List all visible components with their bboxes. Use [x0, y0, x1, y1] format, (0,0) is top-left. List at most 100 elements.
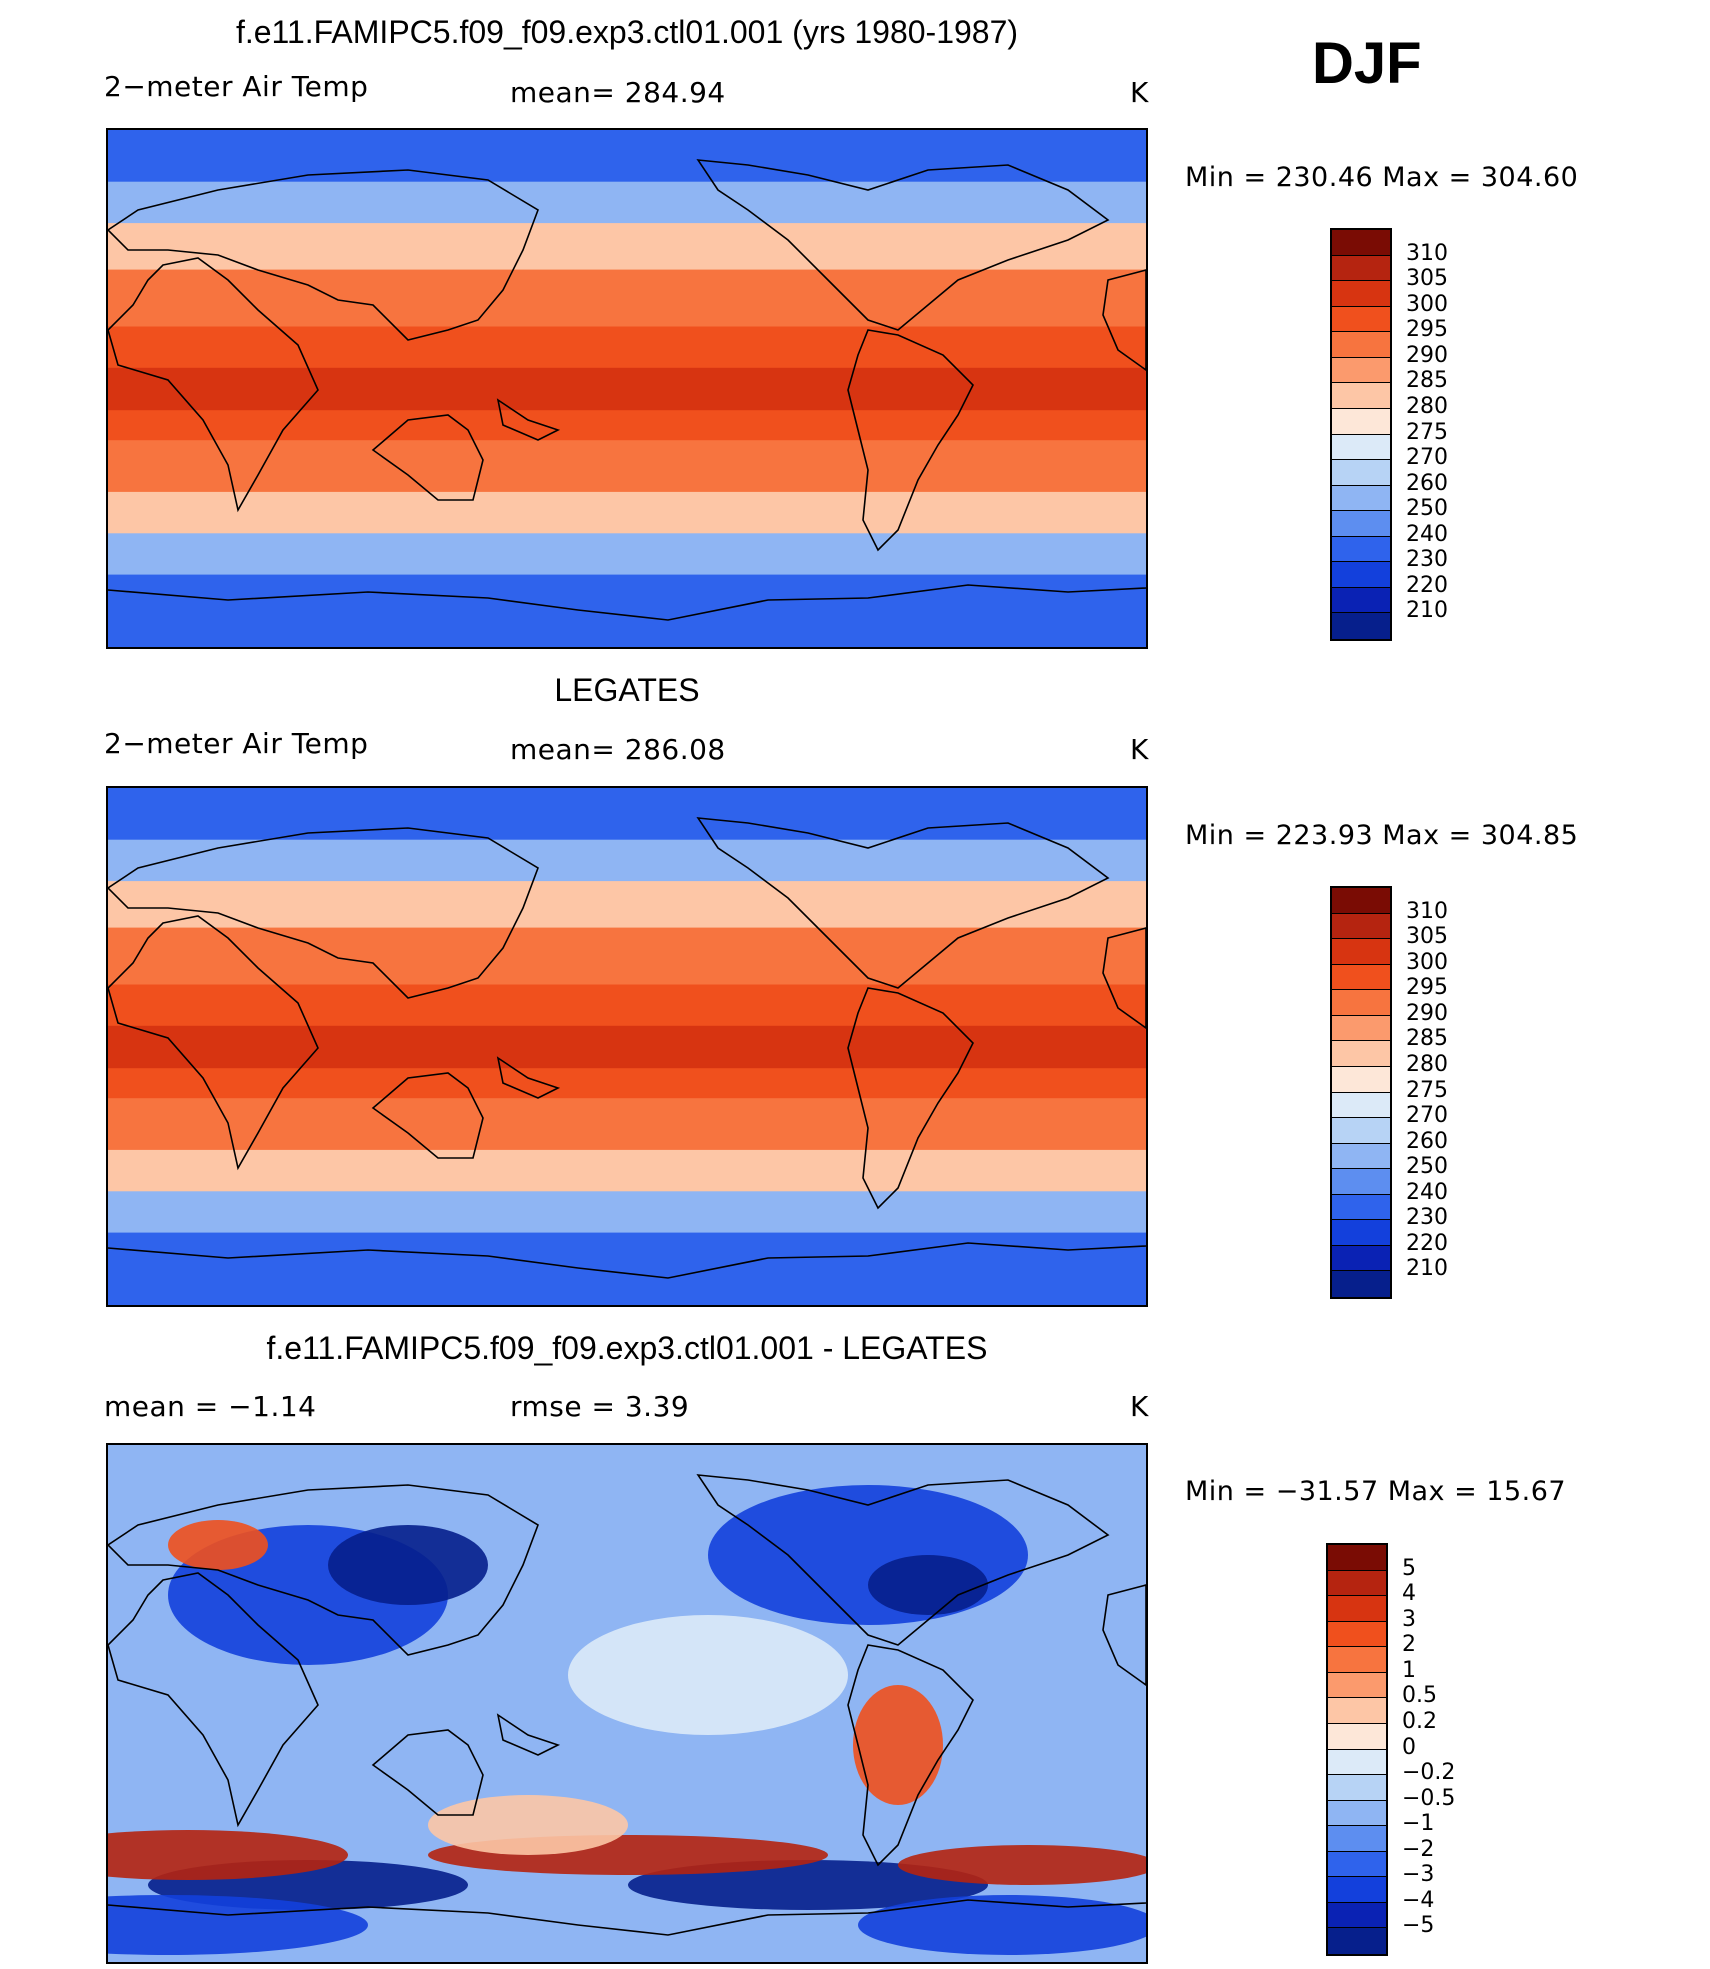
temperature-band: [108, 927, 1146, 986]
colorbar-tick-label: −5: [1402, 1913, 1435, 1939]
colorbar-tick-label: 220: [1406, 1230, 1448, 1256]
difference-region: [168, 1520, 268, 1570]
temperature-band: [108, 440, 1146, 493]
coastline: [1102, 1584, 1146, 1686]
colorbar-segment: [1328, 1775, 1386, 1801]
temperature-band: [108, 367, 1146, 411]
coastline: [371, 414, 484, 501]
difference-region: [858, 1895, 1146, 1955]
difference-region: [428, 1795, 628, 1855]
panel-3-mean-label: mean = −1.14: [104, 1390, 317, 1423]
colorbar-tick-label: 210: [1406, 1256, 1448, 1282]
colorbar-segment: [1328, 1826, 1386, 1852]
colorbar-tick-label: 295: [1406, 975, 1448, 1001]
panel-2-minmax: Min = 223.93 Max = 304.85: [1185, 820, 1579, 851]
temperature-band: [108, 1098, 1146, 1151]
colorbar-tick-label: 270: [1406, 1103, 1448, 1129]
colorbar-segment: [1332, 990, 1390, 1016]
difference-region: [708, 1485, 1028, 1625]
temperature-band: [108, 491, 1146, 535]
colorbar-segment: [1332, 888, 1390, 914]
panel-3-map-svg: [108, 1445, 1146, 1962]
temperature-band: [108, 574, 1146, 647]
colorbar-tick-label: 0.5: [1402, 1683, 1437, 1709]
colorbar-segment: [1328, 1596, 1386, 1622]
colorbar-tick-label: −3: [1402, 1862, 1435, 1888]
coastline: [108, 1899, 1146, 1936]
colorbar-segment: [1328, 1570, 1386, 1597]
colorbar-segment: [1328, 1723, 1386, 1750]
temperature-band: [108, 1191, 1146, 1234]
colorbar-segment: [1332, 1245, 1390, 1272]
colorbar-segment: [1332, 1041, 1390, 1067]
colorbar-tick-label: 230: [1406, 1205, 1448, 1231]
colorbar-segment: [1328, 1672, 1386, 1699]
coastline: [496, 398, 561, 441]
season-label: DJF: [1312, 31, 1422, 96]
coastline: [108, 169, 539, 341]
panel-2-title: LEGATES: [554, 672, 700, 708]
difference-region: [868, 1555, 988, 1615]
colorbar-segment: [1328, 1851, 1386, 1878]
colorbar-segment: [1328, 1877, 1386, 1903]
colorbar-tick-label: −2: [1402, 1836, 1435, 1862]
difference-region: [108, 1830, 348, 1880]
colorbar-segment: [1328, 1698, 1386, 1724]
colorbar-tick-label: 275: [1406, 419, 1448, 445]
colorbar-tick-label: −4: [1402, 1887, 1435, 1913]
temperature-band: [108, 788, 1146, 841]
temperature-band: [108, 1232, 1146, 1305]
colorbar-segment: [1332, 939, 1390, 965]
coastline: [371, 1072, 484, 1159]
colorbar-segment: [1332, 1220, 1390, 1246]
colorbar-tick-label: 305: [1406, 924, 1448, 950]
colorbar-tick-label: 240: [1406, 521, 1448, 547]
colorbar-segment: [1328, 1621, 1386, 1648]
panel-3-rmse-label: rmse = 3.39: [510, 1390, 690, 1423]
coastline: [847, 329, 974, 552]
coastline: [496, 1056, 561, 1099]
difference-region: [853, 1685, 943, 1805]
colorbar-segment: [1332, 964, 1390, 991]
panel-2-colorbar: [1330, 886, 1392, 1299]
difference-region: [568, 1615, 848, 1735]
colorbar-tick-label: 280: [1406, 393, 1448, 419]
colorbar-tick-label: 240: [1406, 1179, 1448, 1205]
colorbar-segment: [1332, 357, 1390, 384]
colorbar-tick-label: 250: [1406, 496, 1448, 522]
coastline: [108, 1484, 539, 1656]
colorbar-segment: [1328, 1749, 1386, 1776]
panel-1-title: f.e11.FAMIPC5.f09_f09.exp3.ctl01.001 (yr…: [235, 14, 1019, 50]
colorbar-segment: [1332, 255, 1390, 282]
temperature-band: [108, 1025, 1146, 1069]
colorbar-segment: [1328, 1902, 1386, 1929]
colorbar-segment: [1332, 485, 1390, 512]
colorbar-tick-label: −1: [1402, 1811, 1435, 1837]
colorbar-tick-label: 250: [1406, 1154, 1448, 1180]
panel-2-units-label: K: [1130, 733, 1149, 766]
colorbar-tick-label: 275: [1406, 1077, 1448, 1103]
colorbar-segment: [1332, 281, 1390, 307]
coastline: [108, 257, 319, 513]
colorbar-segment: [1332, 613, 1390, 639]
colorbar-segment: [1332, 1143, 1390, 1170]
difference-region: [898, 1845, 1146, 1885]
panel-2-map: [106, 786, 1148, 1307]
panel-1-mean-label: mean= 284.94: [510, 76, 726, 109]
panel-1-minmax: Min = 230.46 Max = 304.60: [1185, 162, 1579, 193]
coastline: [108, 1242, 1146, 1279]
colorbar-tick-label: 210: [1406, 598, 1448, 624]
colorbar-segment: [1332, 587, 1390, 614]
coastline: [371, 1729, 484, 1816]
coastline: [1102, 927, 1146, 1029]
colorbar-segment: [1328, 1545, 1386, 1571]
panel-1-units-label: K: [1130, 76, 1149, 109]
colorbar-tick-label: 310: [1406, 240, 1448, 266]
temperature-band: [108, 269, 1146, 328]
colorbar-segment: [1332, 332, 1390, 358]
panel-1-colorbar: [1330, 228, 1392, 641]
coastline: [108, 584, 1146, 621]
colorbar-tick-label: −0.5: [1402, 1785, 1456, 1811]
panel-3-title: f.e11.FAMIPC5.f09_f09.exp3.ctl01.001 - L…: [266, 1330, 988, 1366]
coastline: [696, 159, 1110, 331]
